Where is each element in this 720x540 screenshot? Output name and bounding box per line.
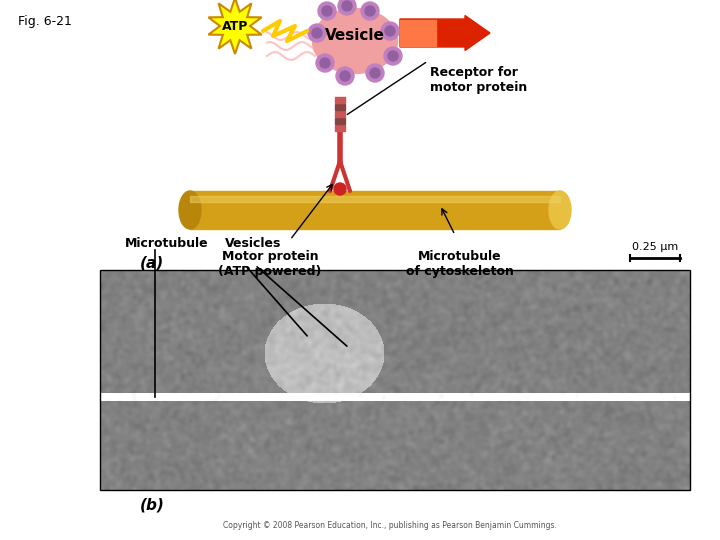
Text: Receptor for
motor protein: Receptor for motor protein bbox=[430, 66, 527, 94]
Ellipse shape bbox=[312, 9, 397, 73]
Circle shape bbox=[385, 26, 395, 36]
Text: ATP: ATP bbox=[222, 19, 248, 32]
Bar bbox=[335, 125, 345, 131]
Text: Copyright © 2008 Pearson Education, Inc., publishing as Pearson Benjamin Cumming: Copyright © 2008 Pearson Education, Inc.… bbox=[223, 521, 557, 530]
Circle shape bbox=[342, 1, 352, 11]
Circle shape bbox=[381, 22, 399, 40]
Text: Fig. 6-21: Fig. 6-21 bbox=[18, 15, 72, 28]
Text: Vesicle: Vesicle bbox=[325, 29, 385, 44]
FancyArrow shape bbox=[400, 20, 436, 46]
Circle shape bbox=[308, 24, 326, 42]
Circle shape bbox=[384, 47, 402, 65]
FancyArrow shape bbox=[400, 16, 490, 51]
Text: 0.25 μm: 0.25 μm bbox=[632, 242, 678, 252]
Text: (b): (b) bbox=[140, 498, 165, 513]
Text: Microtubule: Microtubule bbox=[125, 237, 209, 250]
Bar bbox=[100, 270, 690, 490]
Circle shape bbox=[318, 2, 336, 20]
Bar bbox=[335, 118, 345, 124]
Circle shape bbox=[338, 0, 356, 15]
Circle shape bbox=[370, 68, 380, 78]
Text: Motor protein
(ATP powered): Motor protein (ATP powered) bbox=[218, 250, 322, 278]
Bar bbox=[335, 97, 345, 103]
Circle shape bbox=[334, 183, 346, 195]
Bar bbox=[335, 104, 345, 110]
Circle shape bbox=[336, 67, 354, 85]
Polygon shape bbox=[208, 0, 261, 54]
Text: Vesicles: Vesicles bbox=[225, 237, 282, 250]
Circle shape bbox=[316, 54, 334, 72]
Circle shape bbox=[340, 71, 350, 81]
Circle shape bbox=[361, 2, 379, 20]
Bar bbox=[190, 191, 560, 229]
Bar bbox=[190, 196, 560, 202]
Circle shape bbox=[312, 28, 322, 38]
Ellipse shape bbox=[549, 191, 571, 229]
Circle shape bbox=[365, 6, 375, 16]
Circle shape bbox=[320, 58, 330, 68]
Bar bbox=[335, 111, 345, 117]
Ellipse shape bbox=[179, 191, 201, 229]
Circle shape bbox=[322, 6, 332, 16]
Text: (a): (a) bbox=[140, 255, 164, 270]
Circle shape bbox=[388, 51, 398, 61]
Text: Microtubule
of cytoskeleton: Microtubule of cytoskeleton bbox=[406, 250, 514, 278]
Circle shape bbox=[366, 64, 384, 82]
